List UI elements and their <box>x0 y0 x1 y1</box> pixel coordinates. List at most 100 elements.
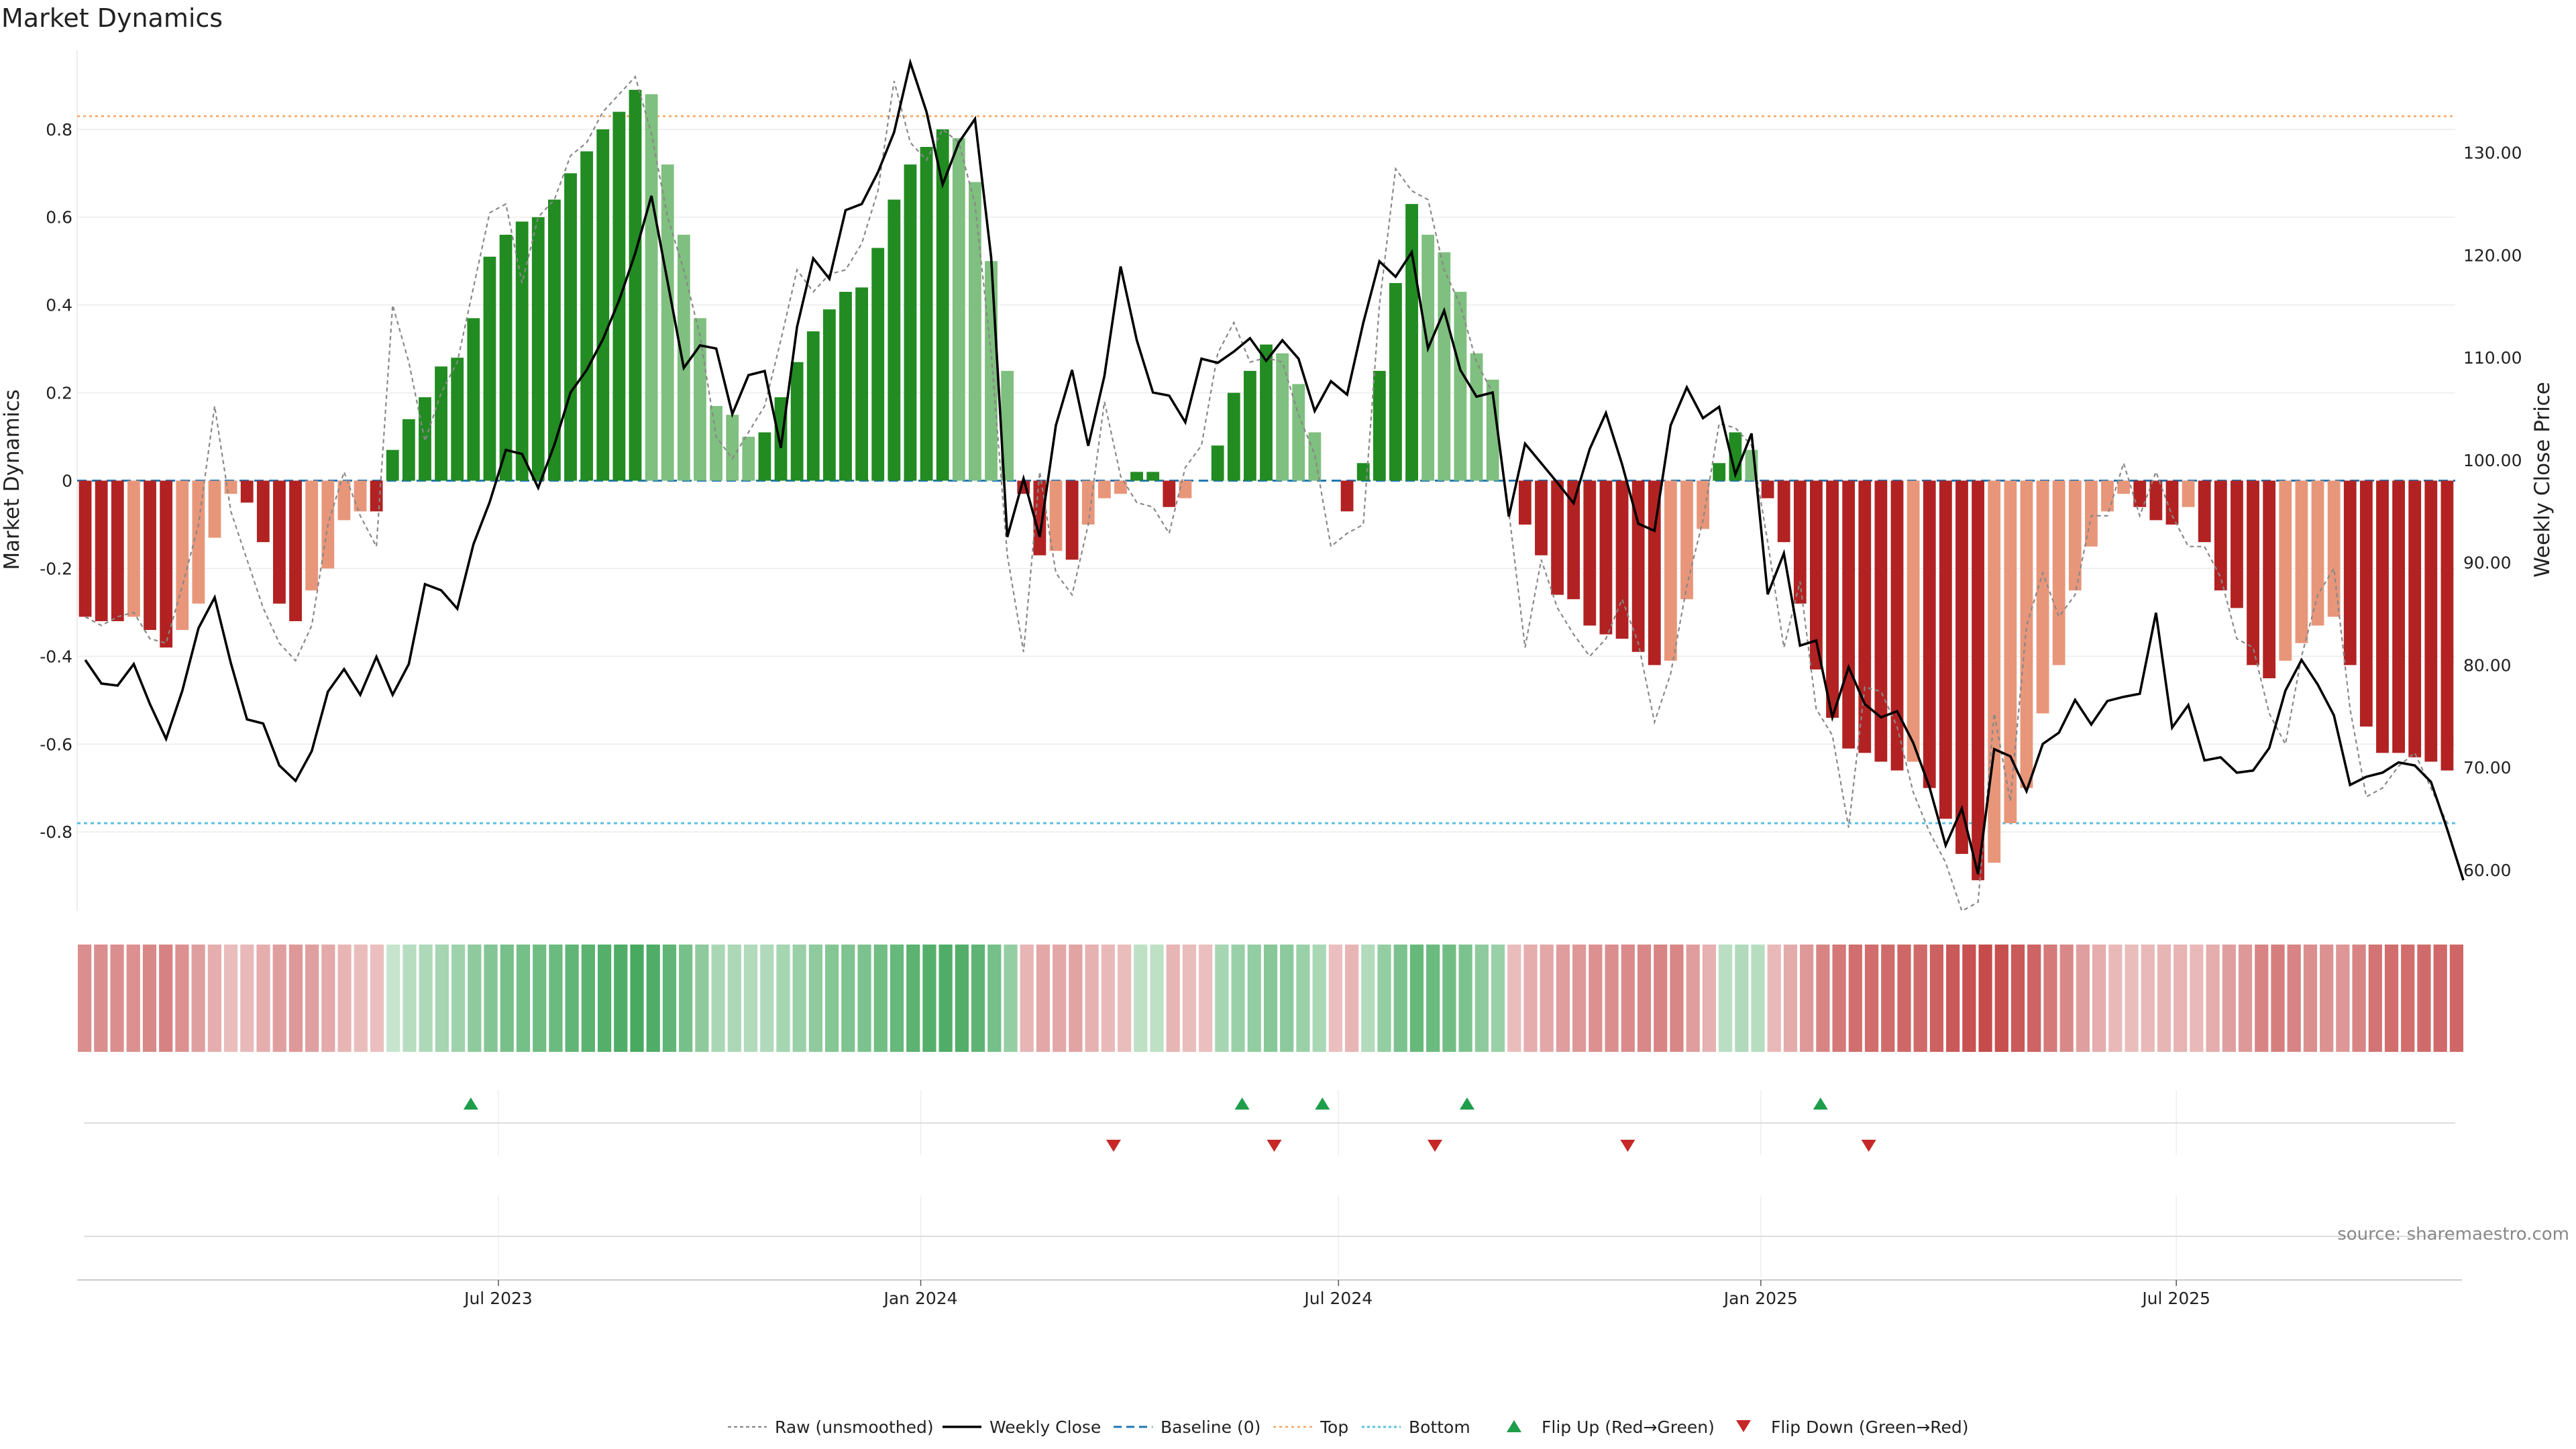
dynamics-bar <box>1211 445 1224 481</box>
flip-up-marker <box>1459 1097 1474 1110</box>
dynamics-bar <box>127 480 140 617</box>
heat-strip-cell <box>1150 945 1164 1052</box>
heat-strip-cell <box>142 945 157 1052</box>
dynamics-bar <box>645 94 658 481</box>
heat-strip-cell <box>1409 945 1424 1052</box>
dynamics-bar <box>192 480 205 604</box>
flip-up-marker <box>1315 1097 1330 1110</box>
heat-strip-cell <box>191 945 205 1052</box>
heat-strip-cell <box>1377 945 1391 1052</box>
heat-strip-cell <box>1263 945 1278 1052</box>
dynamics-bar <box>1890 480 1904 771</box>
dynamics-bar <box>822 309 836 481</box>
heat-strip-cell <box>2222 945 2236 1052</box>
heat-strip-cell <box>1962 945 1976 1052</box>
date-tick-label: Jul 2023 <box>463 1289 533 1308</box>
heat-strip-cell <box>2010 945 2025 1052</box>
heat-strip-cell <box>159 945 173 1052</box>
dynamics-bar <box>1907 480 1920 762</box>
heat-strip-cell <box>792 945 806 1052</box>
heat-strip-cell <box>1117 945 1132 1052</box>
dynamics-bar <box>2182 480 2195 507</box>
dynamics-bar <box>1065 480 1079 560</box>
heat-strip-cell <box>1523 945 1538 1052</box>
dynamics-bar <box>2198 480 2211 543</box>
right-y-tick-label: 120.00 <box>2463 246 2522 265</box>
dynamics-bar <box>1874 480 1888 762</box>
dynamics-bar <box>305 480 319 591</box>
heat-strip-cell <box>1328 945 1342 1052</box>
heat-strip-cell <box>110 945 124 1052</box>
dynamics-bar <box>1648 480 1661 665</box>
dynamics-bar <box>2440 480 2454 771</box>
heat-strip-cell <box>1344 945 1359 1052</box>
flip-markers <box>463 1097 1876 1152</box>
heat-strip-cell <box>646 945 660 1052</box>
heat-strip-cell <box>597 945 612 1052</box>
dynamics-bar <box>2376 480 2389 753</box>
heat-strip-cell <box>743 945 758 1052</box>
heat-strip-cell <box>890 945 904 1052</box>
heat-strip-cell <box>1540 945 1554 1052</box>
heat-strip-cell <box>94 945 108 1052</box>
dynamics-bar <box>2149 480 2163 521</box>
heat-strip-cell <box>419 945 433 1052</box>
dynamics-bar <box>952 138 965 481</box>
heat-strip-cell <box>2092 945 2106 1052</box>
date-tick-label: Jul 2024 <box>1303 1289 1373 1308</box>
heat-strip-cell <box>1751 945 1765 1052</box>
left-y-tick-label: -0.8 <box>40 822 72 842</box>
heat-strip-cell <box>1182 945 1197 1052</box>
dynamics-bar <box>1826 480 1839 718</box>
left-y-tick-label: 0.4 <box>46 296 72 315</box>
right-y-ticks: 60.00 70.00 80.00 90.00 100.00 110.00 120.00 13… <box>2463 144 2522 880</box>
dynamics-bar <box>2263 480 2276 679</box>
dynamics-bar <box>1599 480 1613 635</box>
heat-strip-cell <box>2320 945 2334 1052</box>
heat-strip-cell <box>581 945 595 1052</box>
dynamics-bar <box>208 480 221 538</box>
heat-strip-cell <box>533 945 547 1052</box>
dynamics-bar <box>1146 472 1160 481</box>
heat-strip-cell <box>955 945 969 1052</box>
heat-strip-cell <box>451 945 466 1052</box>
dynamics-bar <box>2408 480 2422 757</box>
dynamics-bar <box>1664 480 1677 661</box>
dynamics-bar <box>176 480 189 631</box>
heat-strip-cell <box>1686 945 1700 1052</box>
heat-strip-cell <box>1848 945 1862 1052</box>
heat-strip-cell <box>1556 945 1570 1052</box>
heat-strip-cell <box>1816 945 1830 1052</box>
dynamics-bar <box>337 480 351 521</box>
heat-strip-cell <box>2125 945 2139 1052</box>
dynamics-bar <box>2311 480 2324 626</box>
right-y-tick-label: 70.00 <box>2463 758 2512 777</box>
heat-strip-cell <box>435 945 449 1052</box>
heat-strip-cell <box>1670 945 1684 1052</box>
legend-label-bottom: Bottom <box>1409 1417 1470 1437</box>
flip-up-marker <box>1813 1097 1828 1110</box>
heat-strip-cell <box>2174 945 2188 1052</box>
dynamics-bar <box>806 331 820 481</box>
heat-strip-cell <box>2336 945 2350 1052</box>
date-tick-label: Jul 2025 <box>2141 1289 2210 1308</box>
heat-strip-cell <box>1654 945 1668 1052</box>
dynamics-bar <box>1810 480 1823 669</box>
dynamics-bar <box>1842 480 1856 749</box>
heat-strip-cell <box>1507 945 1521 1052</box>
dynamics-bar <box>111 480 124 621</box>
heat-strip-cell <box>1020 945 1034 1052</box>
heat-strip-cell <box>354 945 368 1052</box>
dynamics-bar <box>710 406 722 481</box>
legend-label-raw: Raw (unsmoothed) <box>775 1417 934 1437</box>
dynamics-bar <box>2052 480 2065 665</box>
legend-swatch-flip-down <box>1736 1420 1751 1432</box>
dynamics-bar <box>1615 480 1629 639</box>
heat-strip-cell <box>1393 945 1407 1052</box>
dynamics-bar <box>855 287 869 481</box>
heat-strip-cell <box>1913 945 1927 1052</box>
dynamics-bar <box>1793 480 1807 604</box>
dynamics-bar <box>289 480 302 621</box>
legend-swatch-flip-up <box>1507 1420 1521 1432</box>
heat-strip-cell <box>370 945 384 1052</box>
